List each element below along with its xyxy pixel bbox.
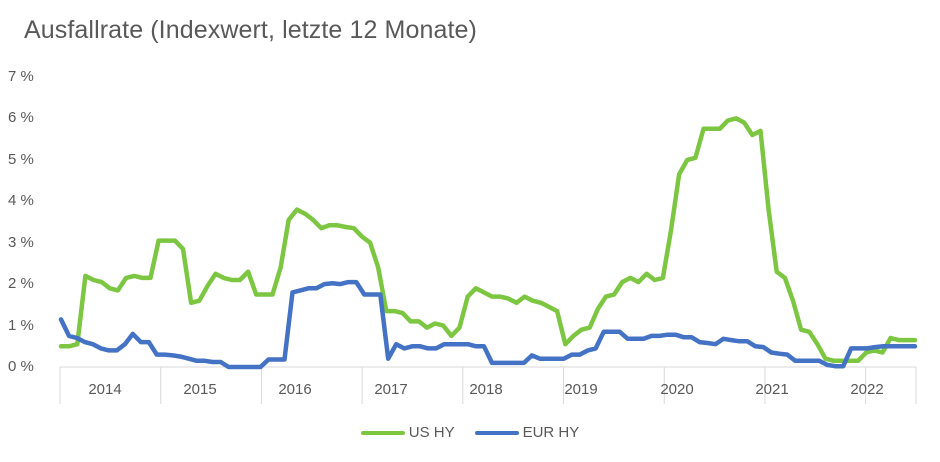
y-tick-label: 2 % [8, 275, 34, 292]
x-tick-label: 2014 [88, 381, 122, 398]
y-tick-label: 5 % [8, 151, 34, 168]
x-tick-label: 2021 [755, 381, 789, 398]
chart-legend: US HY EUR HY [0, 424, 940, 441]
y-tick-label: 4 % [8, 192, 34, 209]
series-us-hy-line [58, 116, 918, 364]
series-eur-hy-line [58, 279, 918, 370]
y-tick-label: 3 % [8, 234, 34, 251]
legend-item-us-hy[interactable]: US HY [360, 424, 455, 441]
x-tick-label: 2017 [374, 381, 408, 398]
y-tick-label: 0 % [8, 358, 34, 375]
legend-swatch-us-hy [360, 430, 405, 435]
x-tick-label: 2022 [850, 381, 884, 398]
legend-label: US HY [408, 424, 455, 441]
chart-title: Ausfallrate (Indexwert, letzte 12 Monate… [24, 16, 477, 44]
y-tick-label: 6 % [8, 109, 34, 126]
legend-swatch-eur-hy [474, 430, 519, 435]
x-tick-label: 2016 [278, 381, 312, 398]
x-tick-label: 2018 [469, 381, 503, 398]
y-tick-label: 7 % [8, 68, 34, 85]
y-tick-label: 1 % [8, 317, 34, 334]
x-tick-label: 2020 [660, 381, 694, 398]
legend-label: EUR HY [522, 424, 580, 441]
legend-item-eur-hy[interactable]: EUR HY [474, 424, 580, 441]
x-axis [59, 366, 917, 404]
x-tick-label: 2019 [564, 381, 598, 398]
x-tick-label: 2015 [183, 381, 217, 398]
